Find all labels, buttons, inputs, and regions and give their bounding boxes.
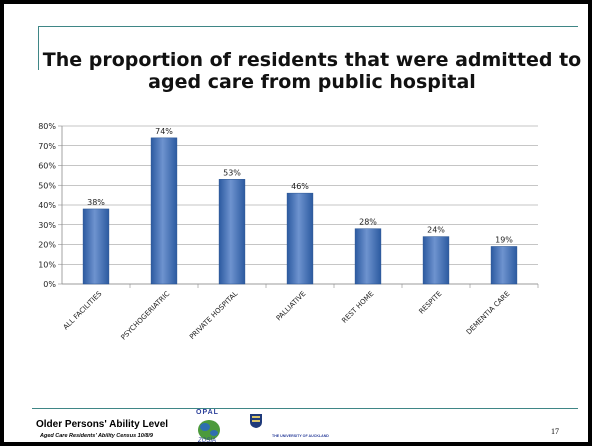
data-label: 53% bbox=[223, 168, 241, 177]
data-label: 46% bbox=[291, 182, 309, 191]
x-tick-label: PSYCHOGERIATRIC bbox=[120, 290, 172, 342]
bar bbox=[150, 137, 178, 285]
x-tick-label: PALLIATIVE bbox=[275, 290, 308, 323]
y-tick-label: 60% bbox=[38, 162, 56, 171]
y-tick-label: 20% bbox=[38, 241, 56, 250]
bar bbox=[286, 192, 314, 285]
y-tick-label: 0% bbox=[43, 280, 56, 289]
data-label: 38% bbox=[87, 198, 105, 207]
bar bbox=[354, 228, 382, 285]
slide: The proportion of residents that were ad… bbox=[4, 4, 588, 442]
data-label: 24% bbox=[427, 226, 445, 235]
svg-text:ZOSIA: ZOSIA bbox=[197, 438, 216, 442]
footer-subtitle: Aged Care Residents' Ability Census 10/8… bbox=[40, 433, 153, 439]
university-name: THE UNIVERSITY OF AUCKLAND bbox=[272, 434, 329, 438]
y-tick-label: 40% bbox=[38, 201, 56, 210]
frame-line-top bbox=[38, 26, 578, 27]
x-tick-label: ALL FACILITIES bbox=[62, 289, 104, 331]
bar bbox=[490, 246, 518, 285]
frame-line-bottom bbox=[32, 408, 578, 409]
slide-number: 17 bbox=[551, 427, 559, 436]
footer-title: Older Persons' Ability Level bbox=[36, 419, 169, 430]
data-label: 28% bbox=[359, 218, 377, 227]
y-tick-label: 70% bbox=[38, 142, 56, 151]
x-tick-label: DEMENTIA CARE bbox=[465, 290, 512, 337]
x-tick-label: REST HOME bbox=[340, 290, 375, 325]
bar bbox=[82, 208, 110, 285]
opal-globe-logo: ZOSIA bbox=[197, 420, 220, 442]
frame-line-left bbox=[38, 26, 39, 70]
x-tick-label: PRIVATE HOSPITAL bbox=[188, 290, 239, 341]
data-label: 19% bbox=[495, 235, 513, 244]
bar bbox=[422, 236, 450, 285]
y-tick-label: 50% bbox=[38, 181, 56, 190]
y-tick-label: 80% bbox=[38, 122, 56, 131]
x-tick-label: RESPITE bbox=[417, 290, 443, 316]
university-crest-logo bbox=[250, 414, 262, 428]
slide-title: The proportion of residents that were ad… bbox=[42, 49, 582, 93]
bar-chart: 0% 10% 20% 30% 40% 50% 60% 70% 80% 38% ALL FACILIT… bbox=[38, 122, 539, 342]
bar bbox=[218, 179, 246, 285]
y-tick-label: 30% bbox=[38, 221, 56, 230]
opal-logo-text: OPAL bbox=[196, 409, 219, 416]
y-tick-label: 10% bbox=[38, 260, 56, 269]
data-label: 74% bbox=[155, 127, 173, 136]
